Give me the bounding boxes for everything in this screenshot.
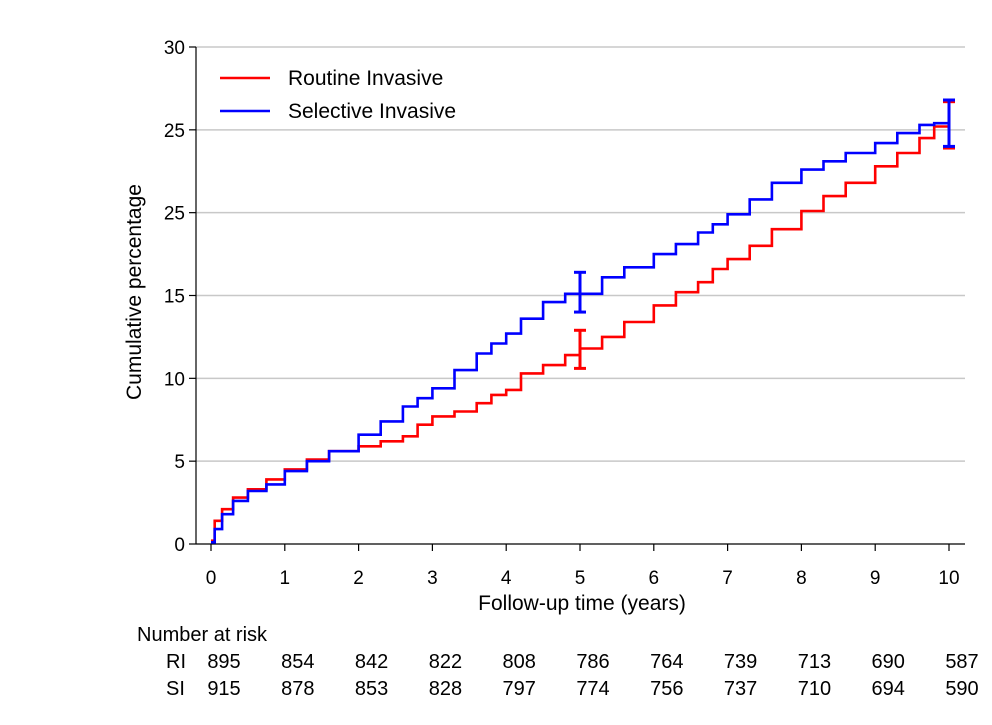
risk-value: 808 <box>503 651 536 673</box>
risk-table-title: Number at risk <box>137 624 268 646</box>
risk-value: 854 <box>281 651 314 673</box>
risk-value: 853 <box>355 678 388 700</box>
x-tick-label: 2 <box>353 568 364 589</box>
x-axis-title: Follow-up time (years) <box>478 592 686 615</box>
legend: Routine Invasive Selective Invasive <box>220 67 456 123</box>
series-line-0 <box>211 118 951 542</box>
risk-value: 774 <box>576 678 609 700</box>
x-tick-label: 10 <box>938 568 959 589</box>
axes: 0 5 10 15 25 25 30 0 1 2 3 4 5 6 7 8 9 10 <box>164 38 965 589</box>
y-tick-label: 25 <box>164 204 185 225</box>
risk-value: 895 <box>207 651 240 673</box>
risk-row-label: RI <box>166 651 186 673</box>
risk-value: 587 <box>945 651 978 673</box>
y-tick-label: 25 <box>164 121 185 142</box>
x-tick-label: 0 <box>206 568 217 589</box>
series-line-1 <box>211 121 949 544</box>
risk-value: 786 <box>576 651 609 673</box>
x-tick-label: 1 <box>280 568 291 589</box>
x-tick-label: 5 <box>575 568 586 589</box>
y-tick-label: 10 <box>164 369 185 390</box>
risk-value: 710 <box>798 678 831 700</box>
series-group <box>211 98 955 544</box>
x-tick-label: 3 <box>427 568 438 589</box>
legend-label-0: Routine Invasive <box>288 67 443 90</box>
risk-value: 756 <box>650 678 683 700</box>
y-tick-label: 0 <box>174 535 185 556</box>
y-tick-label: 5 <box>174 452 185 473</box>
x-tick-label: 8 <box>796 568 807 589</box>
risk-value: 713 <box>798 651 831 673</box>
risk-row-label: SI <box>166 678 185 700</box>
risk-value: 828 <box>429 678 462 700</box>
y-axis-title: Cumulative percentage <box>123 184 146 400</box>
x-tick-label: 4 <box>501 568 512 589</box>
risk-value: 694 <box>872 678 905 700</box>
x-tick-label: 6 <box>649 568 660 589</box>
risk-value: 690 <box>872 651 905 673</box>
y-tick-label: 30 <box>164 38 185 59</box>
risk-value: 842 <box>355 651 388 673</box>
legend-label-1: Selective Invasive <box>288 100 456 123</box>
risk-value: 737 <box>724 678 757 700</box>
risk-value: 764 <box>650 651 683 673</box>
risk-value: 739 <box>724 651 757 673</box>
y-tick-label: 15 <box>164 287 185 308</box>
risk-value: 590 <box>945 678 978 700</box>
x-tick-label: 9 <box>870 568 881 589</box>
risk-value: 878 <box>281 678 314 700</box>
risk-value: 915 <box>207 678 240 700</box>
x-tick-label: 7 <box>722 568 733 589</box>
risk-value: 797 <box>503 678 536 700</box>
risk-value: 822 <box>429 651 462 673</box>
risk-table: Number at risk RI 895 854 842 822 808 786 764 739… <box>137 624 979 700</box>
